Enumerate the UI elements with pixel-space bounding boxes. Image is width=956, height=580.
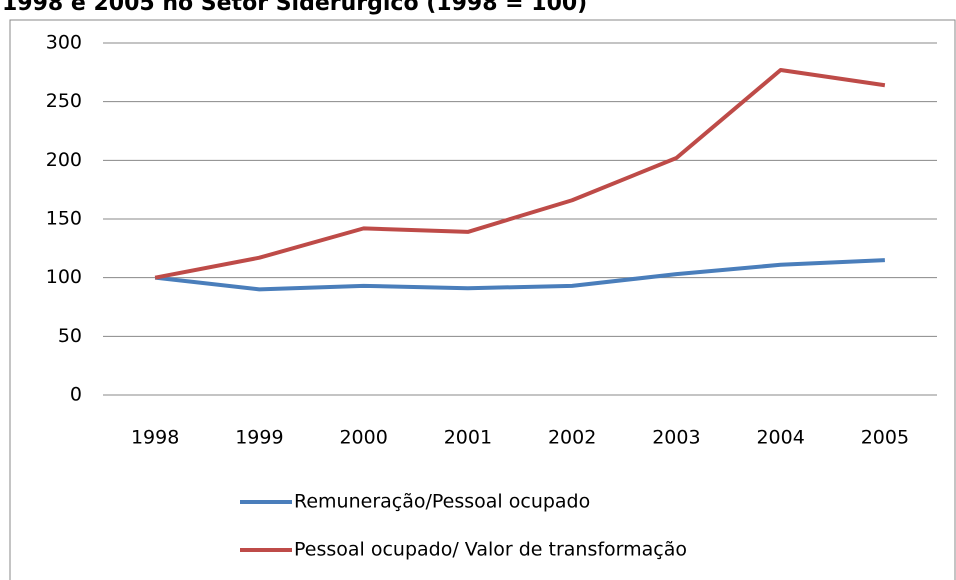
y-tick-label: 200 bbox=[46, 149, 82, 171]
chart-frame bbox=[9, 19, 956, 580]
y-tick-label: 150 bbox=[46, 208, 82, 230]
legend-label: Remuneração/Pessoal ocupado bbox=[294, 491, 590, 513]
x-tick-label: 1999 bbox=[235, 427, 283, 449]
y-tick-label: 100 bbox=[46, 266, 82, 288]
series-line bbox=[154, 67, 886, 280]
y-tick-label: 0 bbox=[70, 384, 82, 406]
x-tick-label: 2000 bbox=[339, 427, 387, 449]
x-tick-label: 1998 bbox=[131, 427, 179, 449]
chart-title: 1998 e 2005 no Setor Siderúrgico (1998 =… bbox=[2, 0, 587, 16]
x-tick-label: 2005 bbox=[861, 427, 909, 449]
y-tick-label: 50 bbox=[58, 325, 82, 347]
legend-label: Pessoal ocupado/ Valor de transformação bbox=[294, 539, 687, 561]
x-tick-label: 2003 bbox=[652, 427, 700, 449]
x-tick-label: 2004 bbox=[756, 427, 804, 449]
series-line bbox=[154, 258, 885, 292]
x-tick-label: 2001 bbox=[444, 427, 492, 449]
y-tick-label: 250 bbox=[46, 90, 82, 112]
x-tick-label: 2002 bbox=[548, 427, 596, 449]
y-tick-label: 300 bbox=[46, 32, 82, 54]
